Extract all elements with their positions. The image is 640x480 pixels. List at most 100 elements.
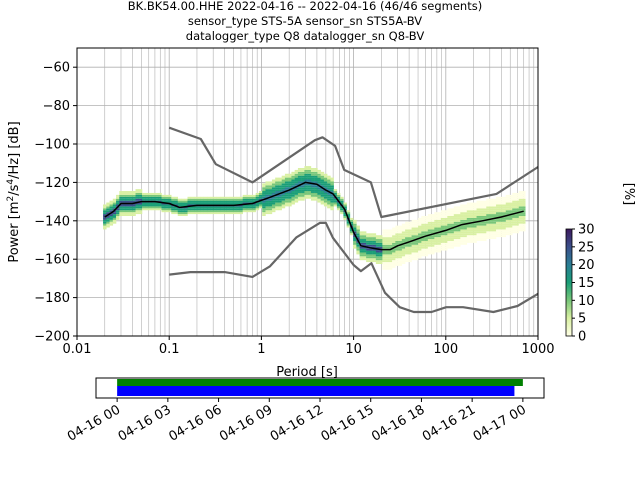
heatmap-cell <box>460 214 464 216</box>
heatmap-cell <box>103 225 107 228</box>
heatmap-cell <box>486 231 490 234</box>
heatmap-cell <box>314 168 318 170</box>
heatmap-cell <box>385 244 390 247</box>
heatmap-cell <box>502 206 507 209</box>
heatmap-cell <box>437 235 442 238</box>
heatmap-cell <box>301 181 305 184</box>
heatmap-cell <box>239 208 243 211</box>
heatmap-cell <box>161 202 166 205</box>
heatmap-cell <box>447 244 451 247</box>
heatmap-cell <box>369 260 373 263</box>
heatmap-cell <box>466 214 471 216</box>
heatmap-cell <box>262 187 266 190</box>
heatmap-cell <box>291 192 295 195</box>
heatmap-cell <box>291 173 295 176</box>
heatmap-cell <box>310 175 315 178</box>
heatmap-cell <box>483 225 487 228</box>
heatmap-cell <box>164 210 169 213</box>
heatmap-cell <box>502 227 507 230</box>
heatmap-cell <box>398 262 403 264</box>
heatmap-cell <box>483 233 487 236</box>
heatmap-cell <box>333 202 338 205</box>
heatmap-cell <box>340 202 344 205</box>
heatmap-cell <box>327 181 331 184</box>
heatmap-cell <box>249 208 253 211</box>
heatmap-cell <box>223 200 227 203</box>
heatmap-cell <box>382 252 386 255</box>
heatmap-cell <box>206 200 211 203</box>
heatmap-cell <box>356 229 360 232</box>
heatmap-cell <box>450 223 455 226</box>
heatmap-cell <box>434 214 438 216</box>
heatmap-cell <box>401 254 406 257</box>
heatmap-cell <box>310 187 315 190</box>
heatmap-cell <box>129 192 133 195</box>
heatmap-cell <box>395 225 399 228</box>
heatmap-cell <box>418 254 422 257</box>
heatmap-cell <box>502 208 507 211</box>
heatmap-cell <box>463 233 468 236</box>
heatmap-cell <box>122 194 127 197</box>
heatmap-cell <box>262 206 266 209</box>
heatmap-cell <box>119 204 123 207</box>
heatmap-cell <box>479 206 484 209</box>
heatmap-cell <box>414 248 419 251</box>
heatmap-cell <box>145 202 149 205</box>
heatmap-cell <box>392 244 396 247</box>
heatmap-cell <box>314 179 318 182</box>
colorbar-tick-label: 30 <box>578 223 595 238</box>
heatmap-cell <box>431 235 435 238</box>
heatmap-cell <box>356 246 360 249</box>
heatmap-cell <box>366 248 370 251</box>
heatmap-cell <box>470 231 474 234</box>
heatmap-cell <box>281 187 286 190</box>
heatmap-cell <box>408 258 412 261</box>
heatmap-cell <box>483 212 487 215</box>
heatmap-cell <box>427 231 432 234</box>
heatmap-cell <box>307 173 312 176</box>
heatmap-cell <box>213 202 217 205</box>
heatmap-cell <box>437 227 442 230</box>
heatmap-cell <box>213 206 217 209</box>
heatmap-cell <box>372 248 377 251</box>
heatmap-cell <box>479 225 484 228</box>
heatmap-cell <box>359 250 364 253</box>
heatmap-cell <box>304 192 308 195</box>
heatmap-cell <box>427 214 432 216</box>
heatmap-cell <box>447 225 451 228</box>
heatmap-cell <box>405 242 409 245</box>
heatmap-cell <box>414 229 419 232</box>
heatmap-cell <box>271 210 276 213</box>
heatmap-cell <box>138 198 143 201</box>
heatmap-cell <box>522 202 526 205</box>
heatmap-cell <box>486 217 490 220</box>
heatmap-cell <box>476 239 481 241</box>
heatmap-cell <box>323 191 328 193</box>
heatmap-cell <box>320 171 325 174</box>
heatmap-cell <box>327 204 331 207</box>
heatmap-cell <box>249 200 253 203</box>
heatmap-cell <box>271 202 276 205</box>
heatmap-cell <box>174 210 179 213</box>
heatmap-cell <box>333 200 338 203</box>
heatmap-cell <box>171 212 175 215</box>
heatmap-cell <box>301 169 305 172</box>
heatmap-cell <box>132 200 136 203</box>
heatmap-cell <box>414 244 419 247</box>
heatmap-cell <box>421 239 425 241</box>
heatmap-cell <box>385 231 390 234</box>
heatmap-cell <box>473 206 477 209</box>
colorbar-tick-label: 15 <box>578 276 595 291</box>
heatmap-cell <box>414 231 419 234</box>
heatmap-cell <box>109 214 114 216</box>
heatmap-cell <box>210 202 214 205</box>
heatmap-cell <box>151 196 156 199</box>
heatmap-cell <box>284 175 289 178</box>
heatmap-cell <box>447 221 451 224</box>
heatmap-cell <box>483 210 487 213</box>
heatmap-cell <box>255 202 260 205</box>
heatmap-cell <box>106 204 110 207</box>
heatmap-cell <box>206 198 211 201</box>
heatmap-cell <box>320 191 325 193</box>
heatmap-cell <box>203 212 208 215</box>
